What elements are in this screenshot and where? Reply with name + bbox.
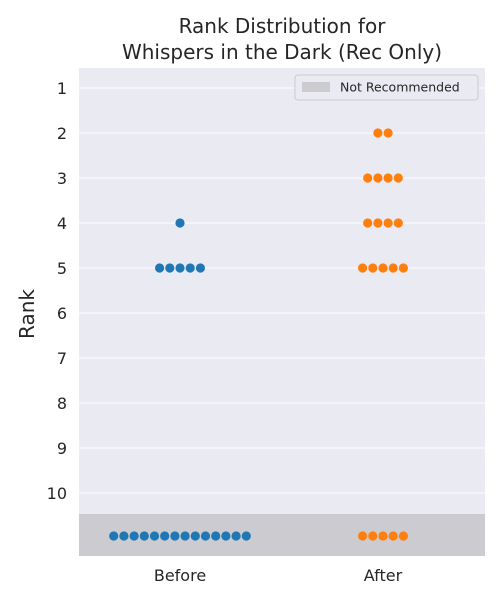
data-point-before-not-recommended [211,531,221,541]
data-point-after-rank-2 [383,128,393,138]
data-point-before-rank-5 [155,263,165,273]
chart-title-line-2: Whispers in the Dark (Rec Only) [122,40,442,64]
y-tick-label-8: 8 [57,394,67,413]
data-point-before-not-recommended [149,531,160,541]
data-point-before-not-recommended [119,531,129,541]
data-point-after-rank-3 [383,173,393,183]
legend-frame [294,74,479,101]
data-point-before-not-recommended [180,531,190,541]
y-tick-label-1: 1 [57,79,67,98]
data-point-after-rank-5 [398,263,408,273]
y-tick-label-5: 5 [57,259,67,278]
data-point-after-not-recommended [398,531,408,541]
data-point-after-not-recommended [368,531,378,541]
data-point-before-rank-5 [185,263,195,273]
y-tick-label-9: 9 [57,439,67,458]
data-point-before-rank-5 [195,263,205,273]
data-point-after-rank-4 [363,218,373,228]
data-point-before-not-recommended [170,531,180,541]
y-tick-label-4: 4 [57,214,67,233]
grid-lines [79,87,485,494]
data-point-before-rank-4 [175,218,185,228]
data-point-before-rank-5 [175,263,185,273]
x-tick-label-after: After [364,566,403,585]
y-tick-label-3: 3 [57,169,67,188]
data-point-after-rank-2 [373,128,383,138]
data-point-before-not-recommended [160,531,170,541]
x-tick-label-before: Before [154,566,206,585]
data-point-after-rank-4 [383,218,393,228]
y-axis-label: Rank [15,289,39,339]
chart-title-line-1: Rank Distribution for [179,14,387,38]
data-point-after-rank-5 [358,263,368,273]
data-point-before-not-recommended [241,531,251,541]
data-point-before-not-recommended [231,531,241,541]
legend-swatch-not-recommended [302,82,330,92]
data-point-after-not-recommended [388,531,398,541]
data-points [109,128,408,541]
legend-label-not-recommended: Not Recommended [340,80,460,95]
data-point-after-not-recommended [378,531,388,541]
legend: Not Recommended [294,74,479,101]
data-point-after-rank-3 [363,173,373,183]
data-point-after-rank-5 [378,263,388,273]
y-tick-label-6: 6 [57,304,67,323]
data-point-before-not-recommended [200,531,211,541]
data-point-before-not-recommended [129,531,139,541]
y-tick-label-2: 2 [57,124,67,143]
data-point-after-rank-3 [393,173,403,183]
plot-background [79,68,485,556]
data-point-before-not-recommended [109,531,119,541]
data-point-after-rank-5 [368,263,378,273]
data-point-after-rank-3 [373,173,383,183]
y-tick-labels: 1 2 3 4 5 6 7 8 9 10 [47,79,67,503]
data-point-before-rank-5 [165,263,175,273]
data-point-before-not-recommended [221,531,231,541]
y-tick-label-7: 7 [57,349,67,368]
data-point-before-not-recommended [190,531,200,541]
y-tick-label-10: 10 [47,484,67,503]
data-point-after-not-recommended [358,531,368,541]
data-point-after-rank-5 [388,263,398,273]
data-point-after-rank-4 [373,218,383,228]
data-point-before-not-recommended [139,531,149,541]
data-point-after-rank-4 [393,218,403,228]
